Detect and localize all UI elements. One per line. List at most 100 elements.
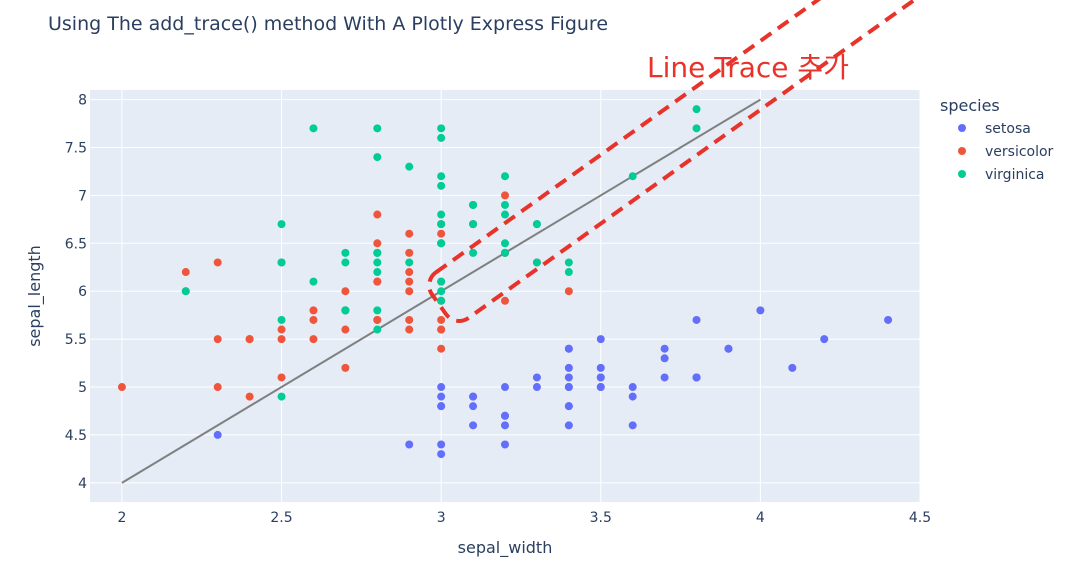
point-setosa	[596, 363, 605, 372]
point-setosa	[724, 344, 733, 353]
point-setosa	[532, 383, 541, 392]
point-virginica	[373, 153, 382, 162]
point-virginica	[341, 306, 350, 315]
point-virginica	[373, 124, 382, 133]
point-virginica	[309, 277, 318, 286]
point-virginica	[692, 124, 701, 133]
legend-label-virginica[interactable]: virginica	[985, 167, 1045, 183]
point-setosa	[564, 373, 573, 382]
legend-marker-versicolor[interactable]	[958, 147, 966, 155]
point-versicolor	[405, 229, 414, 238]
point-setosa	[660, 354, 669, 363]
point-virginica	[437, 210, 446, 219]
point-versicolor	[309, 306, 318, 315]
x-tick-label: 4	[756, 510, 765, 526]
point-virginica	[437, 239, 446, 248]
y-axis-ticks: 4 4.5 5 5.5 6 6.5 7 7.5 8	[65, 93, 87, 492]
point-versicolor	[309, 335, 318, 344]
point-virginica	[469, 248, 478, 257]
point-virginica	[405, 258, 414, 267]
y-tick-label: 6.5	[65, 236, 87, 252]
point-versicolor	[213, 383, 222, 392]
point-setosa	[564, 421, 573, 430]
point-virginica	[373, 306, 382, 315]
point-setosa	[820, 335, 829, 344]
data-points	[117, 98, 893, 484]
point-setosa	[628, 421, 637, 430]
point-virginica	[373, 325, 382, 334]
y-tick-label: 5.5	[65, 332, 87, 348]
x-tick-label: 4.5	[909, 510, 931, 526]
point-virginica	[405, 162, 414, 171]
line-trace-annotation: Line Trace 추가	[427, 0, 1046, 323]
x-tick-label: 2.5	[270, 510, 292, 526]
x-tick-label: 2	[117, 510, 126, 526]
point-setosa	[596, 335, 605, 344]
x-tick-label: 3	[437, 510, 446, 526]
point-versicolor	[405, 248, 414, 257]
point-setosa	[596, 383, 605, 392]
point-virginica	[277, 315, 286, 324]
x-axis-ticks: 2 2.5 3 3.5 4 4.5	[117, 510, 931, 526]
point-setosa	[469, 402, 478, 411]
point-versicolor	[405, 268, 414, 277]
point-virginica	[628, 172, 637, 181]
point-virginica	[181, 287, 190, 296]
point-versicolor	[373, 315, 382, 324]
point-virginica	[501, 200, 509, 209]
y-tick-label: 7.5	[65, 140, 87, 156]
point-setosa	[660, 373, 669, 382]
legend-marker-virginica[interactable]	[958, 170, 966, 178]
point-setosa	[437, 450, 446, 459]
point-virginica	[437, 277, 446, 286]
point-setosa	[756, 306, 765, 315]
x-tick-label: 3.5	[590, 510, 612, 526]
point-virginica	[277, 220, 286, 229]
point-virginica	[373, 258, 382, 267]
point-setosa	[532, 373, 541, 382]
legend-label-versicolor[interactable]: versicolor	[985, 144, 1054, 160]
legend-label-setosa[interactable]: setosa	[985, 121, 1031, 137]
point-setosa	[501, 383, 509, 392]
point-versicolor	[405, 325, 414, 334]
point-virginica	[373, 268, 382, 277]
point-virginica	[469, 220, 478, 229]
point-virginica	[692, 105, 701, 114]
point-setosa	[213, 430, 222, 439]
point-versicolor	[341, 325, 350, 334]
point-setosa	[564, 402, 573, 411]
point-setosa	[564, 363, 573, 372]
point-virginica	[437, 172, 446, 181]
point-versicolor	[405, 277, 414, 286]
y-tick-label: 4	[78, 476, 87, 492]
y-tick-label: 4.5	[65, 428, 87, 444]
point-virginica	[501, 248, 509, 257]
point-setosa	[437, 383, 446, 392]
point-setosa	[501, 421, 509, 430]
point-virginica	[437, 133, 446, 142]
point-versicolor	[309, 315, 318, 324]
point-setosa	[469, 421, 478, 430]
point-setosa	[788, 363, 797, 372]
x-axis-title: sepal_width	[458, 538, 553, 558]
point-virginica	[373, 248, 382, 257]
point-setosa	[564, 344, 573, 353]
point-setosa	[501, 411, 509, 420]
point-setosa	[660, 344, 669, 353]
plot-area	[90, 90, 920, 502]
point-virginica	[437, 296, 446, 305]
point-versicolor	[437, 344, 446, 353]
point-virginica	[532, 258, 541, 267]
point-virginica	[341, 248, 350, 257]
y-tick-label: 5	[78, 380, 87, 396]
point-versicolor	[501, 191, 509, 200]
legend-title: species	[940, 96, 1000, 115]
point-setosa	[692, 315, 701, 324]
point-versicolor	[341, 287, 350, 296]
point-versicolor	[117, 383, 126, 392]
point-setosa	[564, 383, 573, 392]
legend-marker-setosa[interactable]	[958, 124, 966, 132]
y-tick-label: 8	[78, 93, 87, 109]
point-virginica	[564, 258, 573, 267]
point-setosa	[596, 373, 605, 382]
